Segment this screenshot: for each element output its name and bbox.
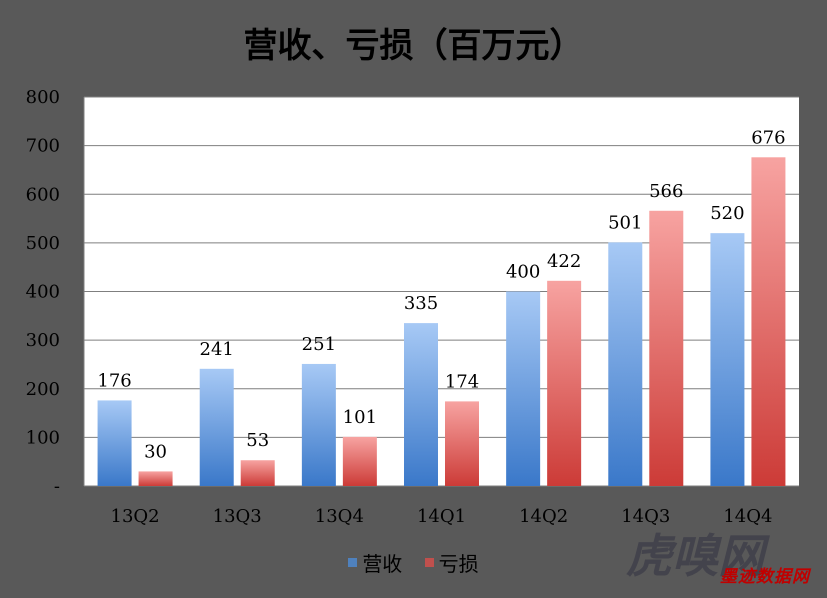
- legend-item-loss: 亏损: [424, 548, 479, 577]
- data-label-revenue: 400: [506, 262, 540, 283]
- y-tick-label: 800: [26, 87, 60, 108]
- data-label-revenue: 501: [608, 212, 642, 233]
- y-tick-label: 400: [26, 282, 60, 303]
- bar-loss: [138, 471, 173, 486]
- x-tick-label: 13Q3: [213, 506, 262, 527]
- y-tick-label: -: [54, 476, 60, 497]
- data-label-loss: 174: [445, 371, 479, 392]
- y-tick-label: 700: [26, 136, 60, 157]
- y-tick-label: 100: [26, 427, 60, 448]
- bar-revenue: [301, 363, 336, 486]
- bar-revenue: [506, 291, 541, 486]
- legend-label-revenue: 营收: [362, 552, 403, 576]
- x-tick-label: 14Q4: [723, 506, 772, 527]
- data-label-revenue: 241: [200, 339, 234, 360]
- data-label-revenue: 176: [97, 370, 131, 391]
- x-tick-label: 14Q3: [621, 506, 670, 527]
- bar-loss: [445, 401, 479, 486]
- y-tick-label: 500: [26, 233, 60, 254]
- x-tick-label: 14Q2: [519, 506, 568, 527]
- bar-loss: [649, 210, 684, 486]
- x-tick-label: 13Q4: [315, 506, 364, 527]
- x-tick-label: 14Q1: [417, 506, 466, 527]
- bar-loss: [751, 157, 786, 487]
- bar-loss: [240, 460, 275, 486]
- data-label-loss: 566: [649, 181, 683, 202]
- data-label-revenue: 251: [302, 334, 336, 355]
- watermark-stamp: 墨迹数据网: [720, 567, 810, 587]
- legend-swatch-loss: [424, 558, 434, 567]
- data-label-loss: 53: [246, 430, 269, 451]
- data-label-loss: 422: [547, 251, 581, 272]
- bar-revenue: [97, 400, 132, 486]
- y-tick-label: 600: [26, 184, 60, 205]
- legend-item-revenue: 营收: [348, 548, 402, 577]
- legend-swatch-revenue: [348, 558, 358, 567]
- data-label-loss: 676: [751, 127, 785, 148]
- legend-label-loss: 亏损: [438, 552, 479, 576]
- data-label-revenue: 335: [404, 293, 438, 314]
- bar-loss: [342, 436, 377, 486]
- x-tick-label: 13Q2: [111, 506, 160, 527]
- bar-revenue: [710, 233, 745, 486]
- y-tick-label: 200: [26, 379, 60, 400]
- data-label-loss: 30: [144, 441, 167, 462]
- bar-loss: [547, 280, 582, 486]
- chart-title: 营收、亏损（百万元）: [243, 26, 584, 66]
- legend: 营收 亏损: [0, 548, 827, 577]
- data-label-revenue: 520: [710, 203, 744, 224]
- data-label-loss: 101: [343, 407, 377, 428]
- bar-revenue: [199, 368, 234, 486]
- bar-revenue: [608, 242, 643, 486]
- y-tick-label: 300: [26, 330, 60, 351]
- bar-revenue: [404, 323, 438, 486]
- watermark-logo: 虎嗅网: [626, 529, 764, 583]
